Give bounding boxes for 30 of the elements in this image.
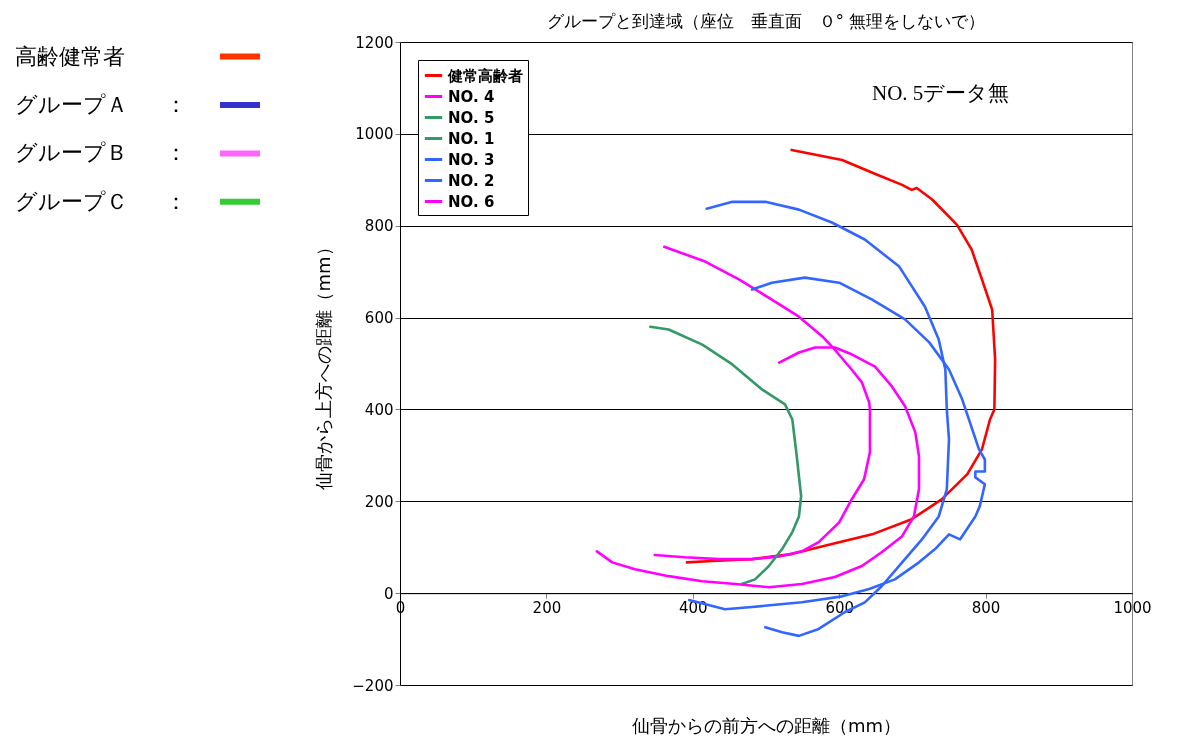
category-label: グループＣ xyxy=(15,188,128,214)
legend-label: NO. 2 xyxy=(448,171,495,190)
y-tick-label: 800 xyxy=(364,217,394,236)
text: ： xyxy=(165,91,187,117)
x-tick-label: 200 xyxy=(532,598,562,617)
legend-label: NO. 3 xyxy=(448,150,495,169)
category-label: 高齢健常者 xyxy=(15,43,125,69)
category-label: グループＢ xyxy=(15,140,128,166)
category-label: グループＡ xyxy=(15,91,128,117)
legend-label: NO. 5 xyxy=(448,108,495,127)
y-tick-label: 1000 xyxy=(355,125,394,144)
y-tick-label: −200 xyxy=(352,676,394,695)
legend-label: NO. 4 xyxy=(448,87,495,106)
x-axis-title: 仙骨からの前方への距離（mm） xyxy=(631,714,902,736)
text: ： xyxy=(165,140,187,166)
y-tick-label: 0 xyxy=(383,584,394,603)
x-tick-label: 1000 xyxy=(1113,598,1152,617)
text: ： xyxy=(165,188,187,214)
legend-label: 健常高齢者 xyxy=(447,66,523,85)
y-axis-title: 仙骨から上方への距離（mm） xyxy=(313,238,335,490)
legend-label: NO. 1 xyxy=(448,129,495,148)
y-tick-label: 1200 xyxy=(355,33,394,52)
x-tick-label: 800 xyxy=(971,598,1001,617)
chart-title: グループと到達域（座位 垂直面 ０° 無理をしないで） xyxy=(546,11,986,31)
y-tick-label: 600 xyxy=(364,309,394,328)
legend-label: NO. 6 xyxy=(448,192,495,211)
y-tick-label: 400 xyxy=(364,400,394,419)
y-tick-label: 200 xyxy=(364,492,394,511)
line-series xyxy=(649,325,803,586)
annotation: NO. 5データ無 xyxy=(872,81,1010,105)
